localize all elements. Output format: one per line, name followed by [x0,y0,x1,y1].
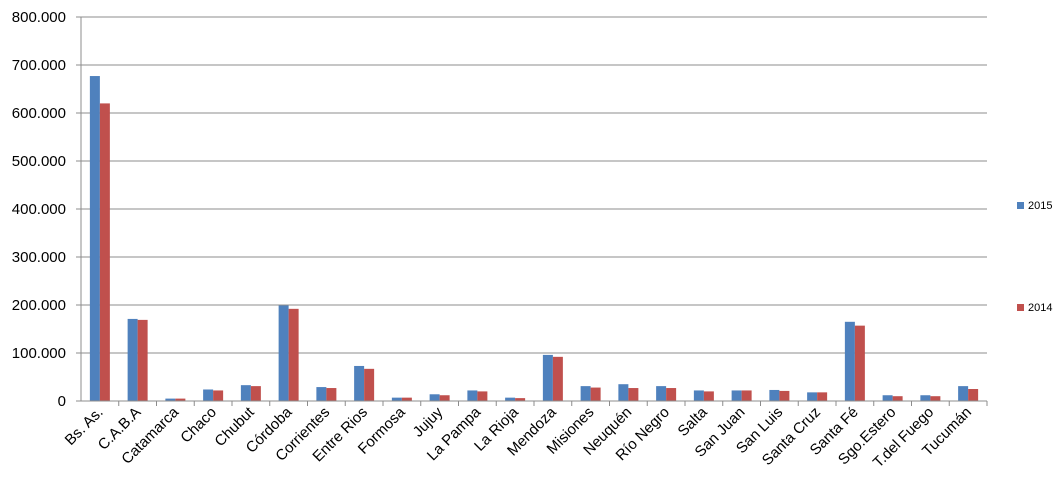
bar-2014-16 [666,388,677,401]
bar-2015-10 [429,394,440,401]
bar-2015-3 [165,398,176,401]
bar-2015-5 [240,385,251,401]
bar-2014-1 [99,103,110,402]
y-tick-label: 0 [58,393,66,410]
bar-2014-3 [175,398,186,401]
bar-2014-8 [364,368,375,401]
y-tick-label: 400.000 [12,201,66,218]
y-tick-label: 600.000 [12,105,66,122]
bar-2015-2 [127,318,138,401]
bar-2015-24 [958,386,969,401]
bar-2014-20 [817,392,828,401]
bar-2015-17 [693,390,704,401]
bar-2015-22 [882,395,893,401]
bars [89,76,979,402]
bar-2014-7 [326,388,337,401]
bar-2014-14 [590,387,601,401]
y-tick-label: 100.000 [12,345,66,362]
bar-2015-23 [920,395,931,401]
legend-swatch-2015 [1017,202,1024,209]
bar-2014-15 [628,388,639,401]
bar-2014-6 [288,308,299,401]
bar-2015-16 [656,386,667,401]
bar-2015-19 [769,389,780,401]
bar-2015-21 [844,321,855,401]
bar-2015-13 [542,354,553,401]
y-tick-label: 700.000 [12,57,66,74]
y-tick-label: 200.000 [12,297,66,314]
bar-2014-23 [930,396,941,401]
legend-label-2014: 2014 [1028,302,1052,314]
bar-2014-4 [213,390,224,401]
y-tick-label: 800.000 [12,9,66,26]
bar-2014-22 [892,396,903,401]
bar-2015-18 [731,390,742,401]
axes [76,16,988,406]
bar-2015-8 [354,365,365,401]
bar-2015-20 [807,392,818,401]
bar-2015-11 [467,390,478,401]
legend: 2015 2014 [1017,200,1052,314]
bar-2014-11 [477,391,488,401]
bar-2014-19 [779,390,790,401]
bar-2014-18 [741,390,752,401]
bar-2014-13 [552,356,563,401]
bar-2015-6 [278,305,289,401]
bar-2015-15 [618,384,629,401]
bar-2014-21 [854,325,865,401]
bar-2015-4 [203,389,214,401]
bar-2014-10 [439,395,450,401]
bar-2015-9 [391,397,402,401]
bar-2014-9 [401,397,412,401]
bar-2015-7 [316,387,327,401]
bar-2014-2 [137,319,148,401]
x-axis-tick-labels: Bs. As.C.A.B.ACatamarcaChacoChubutCórdob… [62,403,975,471]
bar-2015-12 [505,397,516,401]
y-axis-tick-labels: 0 100.000 200.000 300.000 400.000 500.000 600.… [12,9,66,410]
y-tick-label: 300.000 [12,249,66,266]
legend-swatch-2014 [1017,304,1024,311]
bar-2014-5 [250,386,261,401]
y-tick-label: 500.000 [12,153,66,170]
gridlines [81,16,987,354]
bar-2014-17 [703,391,714,401]
bar-2015-1 [89,76,100,401]
legend-label-2015: 2015 [1028,200,1052,212]
bar-2014-12 [515,398,526,401]
bar-2015-14 [580,386,591,401]
bar-2014-24 [968,389,979,401]
